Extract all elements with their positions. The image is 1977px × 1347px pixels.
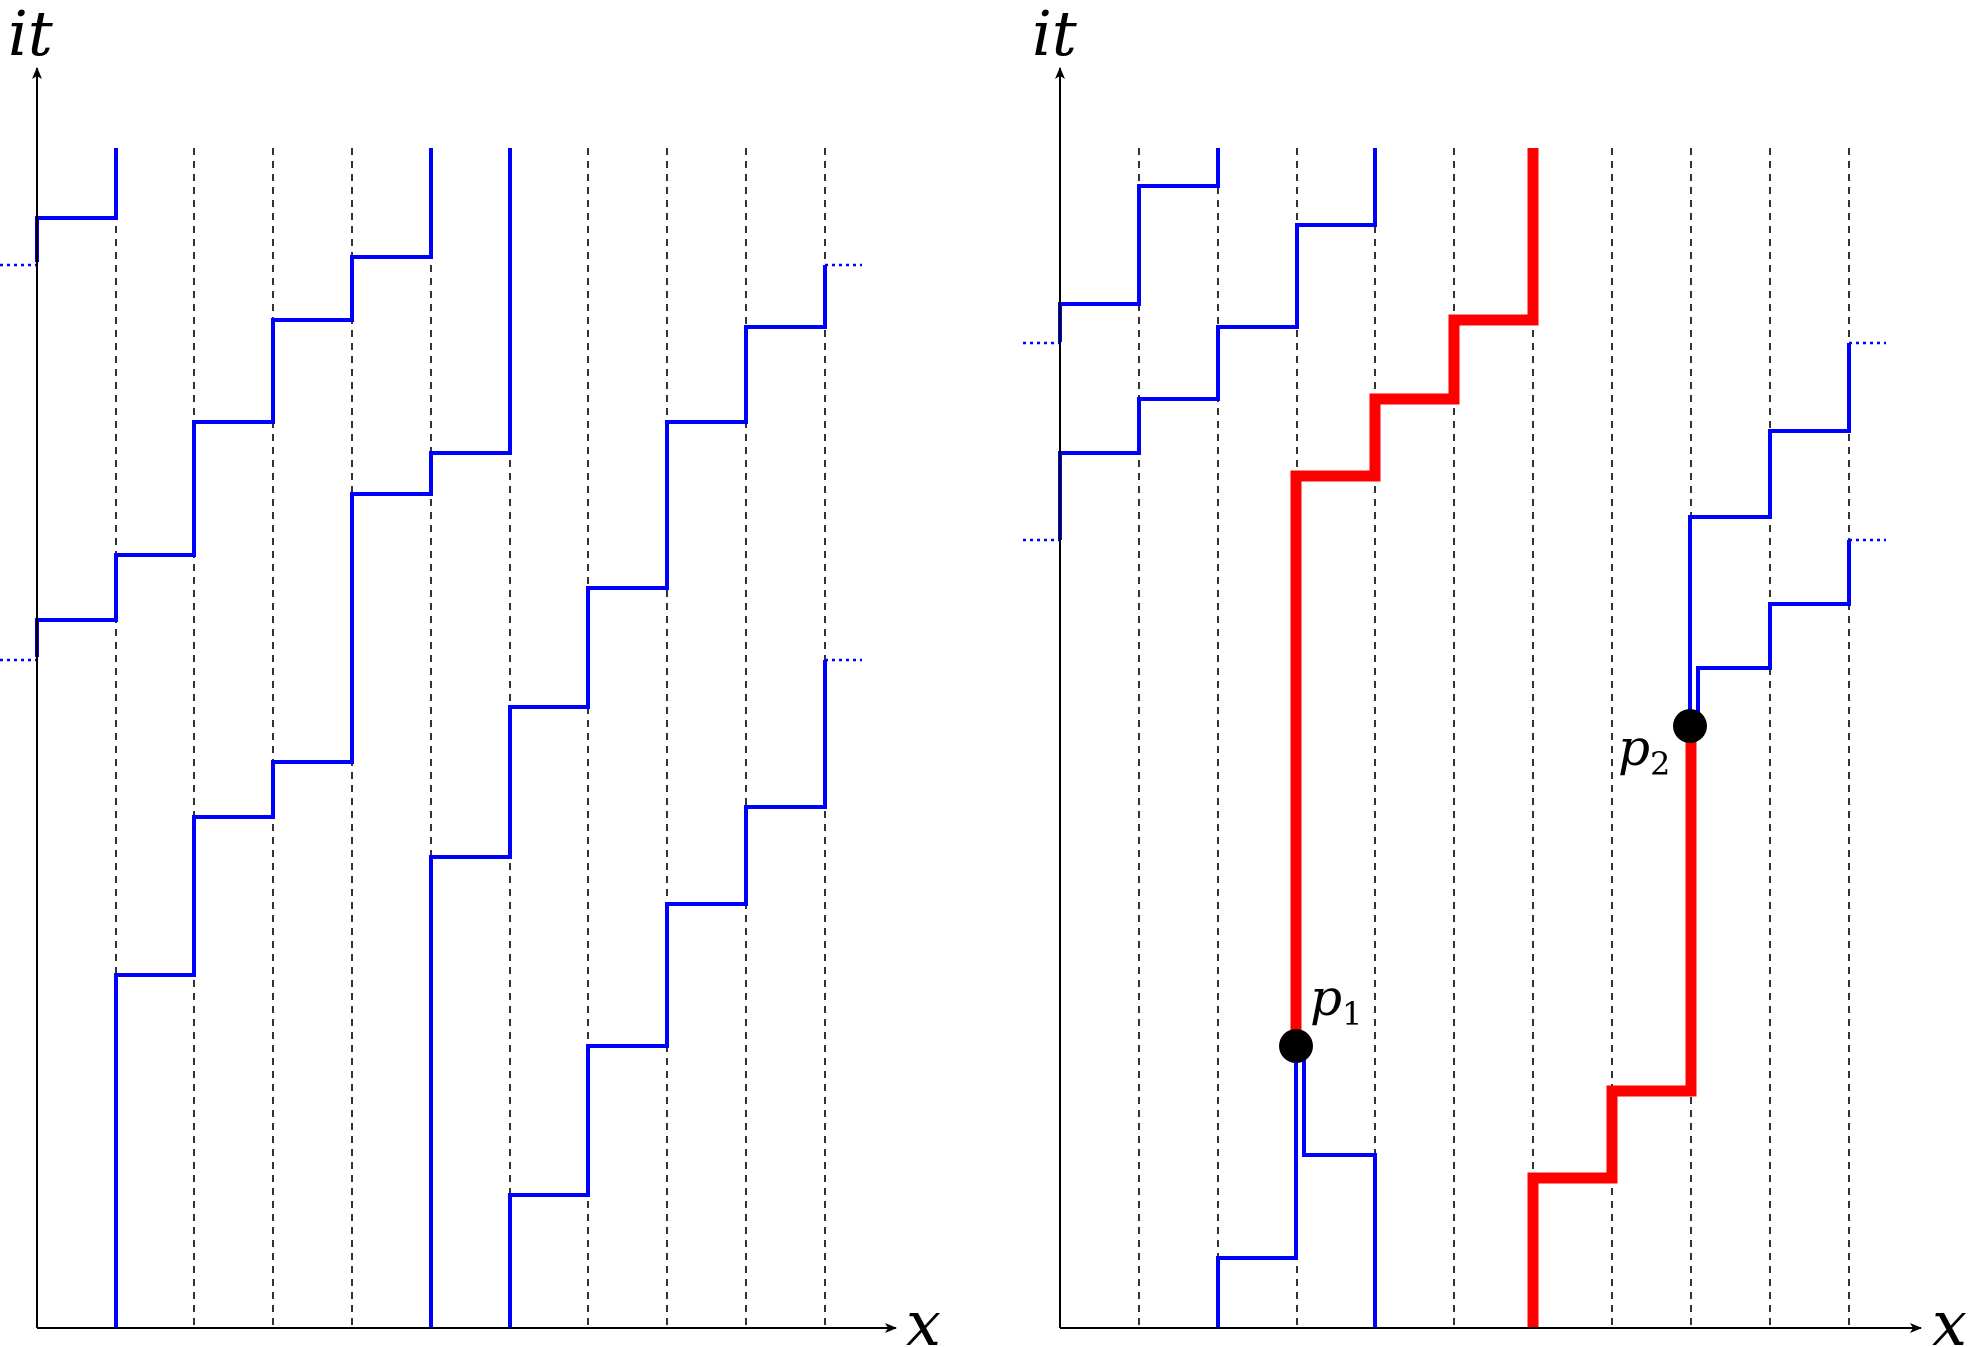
left-y-axis-label: it bbox=[8, 0, 53, 70]
right-panel: it x p1 p2 bbox=[1023, 0, 1967, 1347]
point-p2-base: p bbox=[1618, 719, 1650, 777]
right-x-axis-label: x bbox=[1932, 1287, 1967, 1347]
left-panel: it x bbox=[0, 0, 941, 1347]
point-p2-label: p2 bbox=[1618, 719, 1670, 783]
left-blue-path-4 bbox=[429, 265, 827, 1328]
point-p1-subscript: 1 bbox=[1342, 995, 1362, 1033]
right-red-paths bbox=[1290, 148, 1697, 1328]
right-blue-path-2 bbox=[1058, 148, 1377, 540]
left-blue-path-5 bbox=[508, 660, 827, 1328]
left-blue-path-2 bbox=[35, 148, 433, 657]
right-boundary-stubs bbox=[1023, 341, 1886, 542]
right-blue-path-5 bbox=[1688, 343, 1851, 726]
right-blue-path-3 bbox=[1216, 1046, 1298, 1328]
right-red-path-2 bbox=[1527, 726, 1697, 1328]
right-y-axis-label: it bbox=[1032, 0, 1077, 70]
point-p1-marker bbox=[1279, 1029, 1313, 1063]
left-x-axis-label: x bbox=[906, 1287, 941, 1347]
point-p2-marker bbox=[1673, 709, 1707, 743]
right-red-path-1 bbox=[1290, 148, 1539, 1046]
point-p1-label: p1 bbox=[1310, 969, 1362, 1033]
left-blue-path-3 bbox=[114, 148, 512, 1328]
point-p1-base: p bbox=[1310, 969, 1342, 1027]
left-blue-paths bbox=[35, 148, 827, 1328]
left-grid-lines bbox=[115, 148, 826, 1328]
point-p2-subscript: 2 bbox=[1650, 745, 1670, 783]
right-blue-path-6 bbox=[1696, 540, 1851, 726]
right-blue-path-4 bbox=[1302, 1046, 1377, 1328]
left-boundary-stubs bbox=[0, 263, 862, 662]
left-blue-path-1 bbox=[35, 148, 118, 262]
